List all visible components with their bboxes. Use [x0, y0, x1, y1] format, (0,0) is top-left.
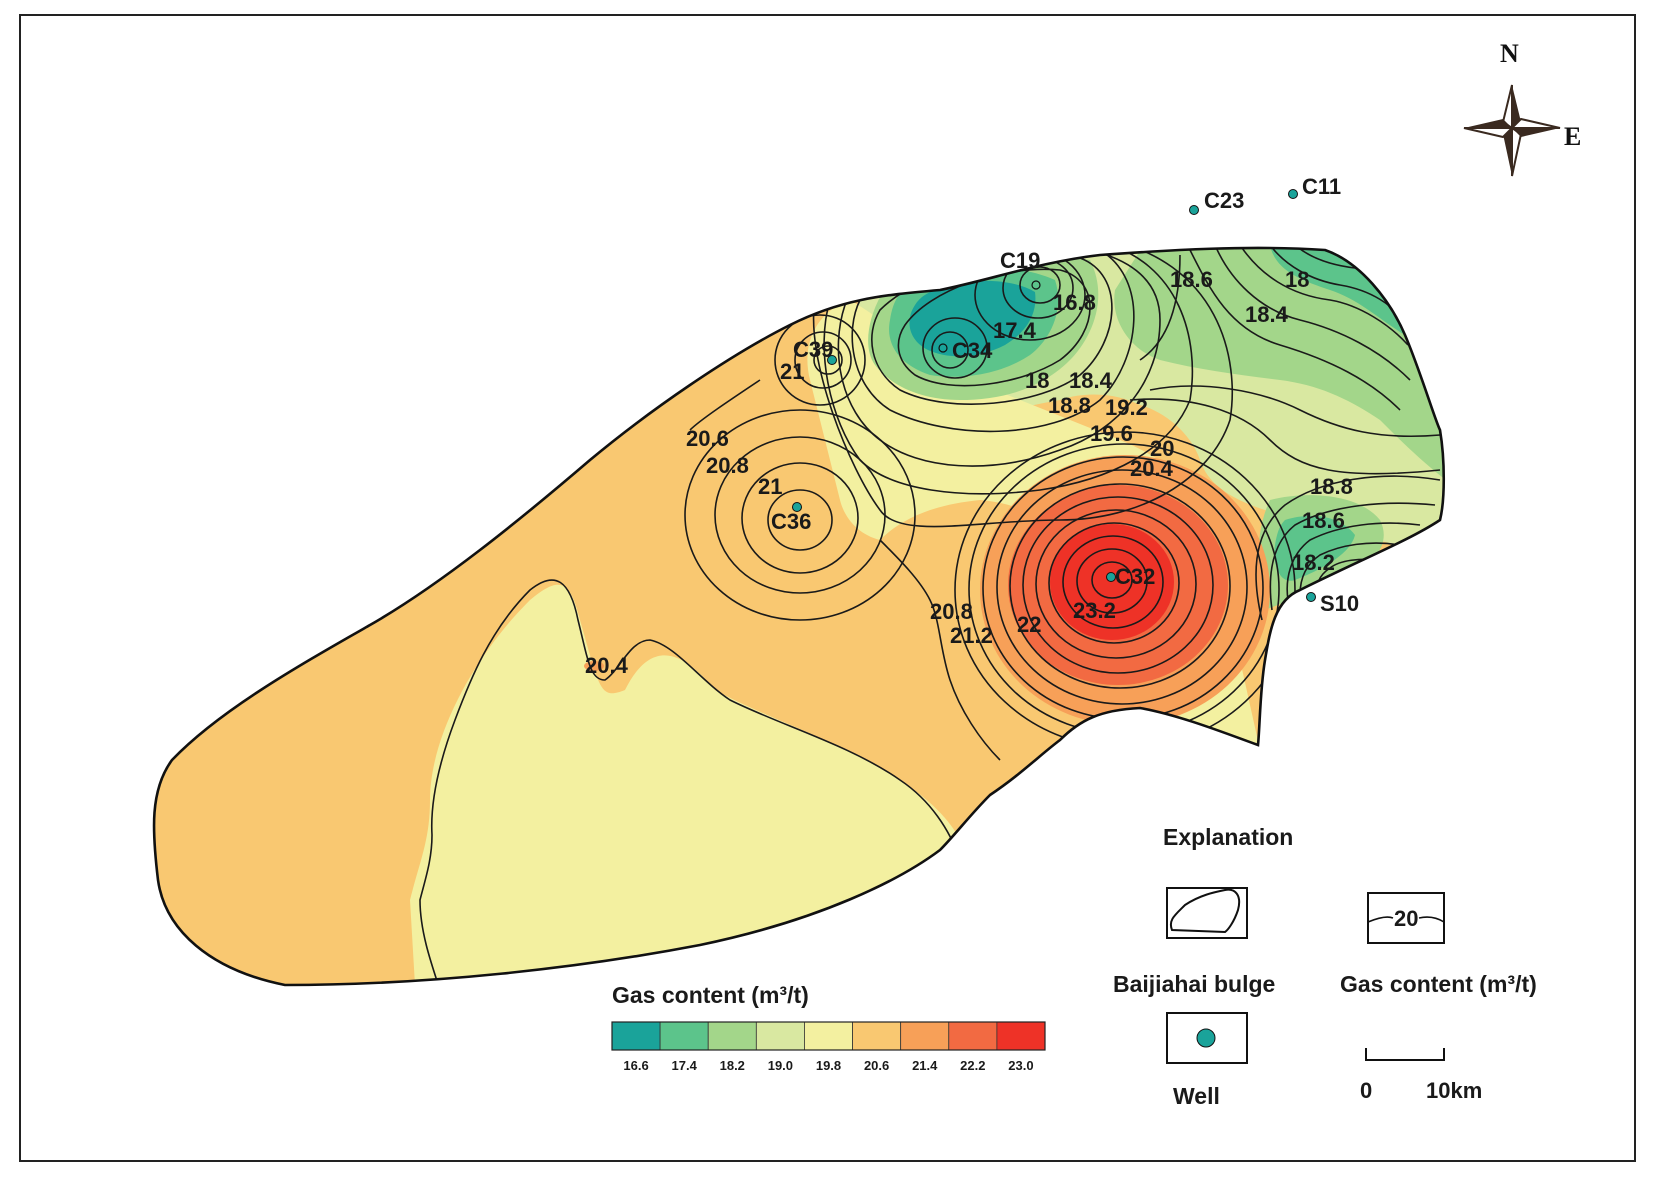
contour-label: 18.2: [1292, 550, 1335, 575]
well-label: C11: [1302, 174, 1341, 199]
colorbar-tick-label: 22.2: [960, 1058, 985, 1073]
well-c36[interactable]: C36: [771, 502, 811, 535]
well-c11[interactable]: C11: [1288, 174, 1342, 199]
legend-label-well: Well: [1173, 1083, 1220, 1109]
well-marker-icon: [1306, 592, 1316, 602]
colorbar-swatch: [707, 1021, 757, 1051]
well-marker-icon: [1106, 572, 1116, 582]
well-c34[interactable]: C34: [938, 338, 993, 363]
well-c32[interactable]: C32: [1106, 564, 1156, 589]
colorbar-swatch: [996, 1021, 1046, 1051]
contour-label: 17.4: [993, 318, 1037, 343]
well-marker-icon: [1288, 189, 1298, 199]
bulge-outline-icon: [1169, 888, 1241, 934]
compass-north-label: N: [1500, 39, 1519, 68]
scale-bar: 0 10km: [1360, 1048, 1482, 1103]
colorbar-swatch: [755, 1021, 805, 1051]
compass-east-label: E: [1564, 122, 1581, 151]
legend-title: Explanation: [1163, 824, 1293, 850]
colorbar-tick-label: 20.6: [864, 1058, 889, 1073]
colorbar-ticks: 16.6 17.4 18.2 19.0 19.8 20.6 21.4 22.2 23.0: [623, 1058, 1033, 1073]
legend-item-contour: 20 Gas content (m³/t): [1340, 892, 1537, 997]
legend-label-bulge: Baijiahai bulge: [1113, 971, 1275, 997]
colorbar-tick-label: 23.0: [1008, 1058, 1033, 1073]
wells: C11 C23 C19 C34 C39 C36 C32 S10: [771, 174, 1359, 616]
contour-label: 20: [1150, 436, 1174, 461]
colorbar-swatch: [948, 1021, 998, 1051]
legend-item-bulge: Baijiahai bulge: [1113, 887, 1275, 997]
contour-label: 19.6: [1090, 421, 1133, 446]
north-arrow-icon: N E: [1463, 39, 1581, 177]
colorbar-swatch: [900, 1021, 950, 1051]
scale-start-label: 0: [1360, 1078, 1372, 1103]
contour-label: 21.2: [950, 623, 993, 648]
colorbar-swatch: [804, 1021, 853, 1051]
contour-label: 19.2: [1105, 395, 1148, 420]
colorbar-tick-label: 16.6: [623, 1058, 648, 1073]
contour-label: 20.4: [585, 653, 629, 678]
colorbar: Gas content (m³/t) 16.6 17.4 18.2 19.0 19.8 2…: [611, 982, 1046, 1073]
contour-label: 20.4: [1130, 456, 1174, 481]
well-marker-icon: [938, 343, 948, 353]
contour-labels: 18.6 18 18.4 16.8 17.4 18 18.4 18.8 19.2…: [585, 267, 1353, 678]
well-label: C32: [1115, 564, 1155, 589]
well-c39[interactable]: C39: [793, 337, 837, 365]
colorbar-tick-label: 17.4: [672, 1058, 698, 1073]
contour-label: 16.8: [1053, 290, 1096, 315]
colorbar-tick-label: 19.8: [816, 1058, 841, 1073]
contour-label: 20.8: [930, 599, 973, 624]
well-label: C36: [771, 509, 811, 534]
bulge-outline: [152, 246, 1446, 987]
contour-label: 18.4: [1069, 368, 1113, 393]
contour-label: 21: [780, 359, 804, 384]
colorbar-title: Gas content (m³/t): [612, 982, 809, 1008]
contour-label: 18.8: [1048, 393, 1091, 418]
well-marker-icon: [1196, 1028, 1216, 1048]
well-c19[interactable]: C19: [1000, 248, 1041, 290]
legend-contour-value: 20: [1394, 906, 1418, 931]
contour-label: 18: [1285, 267, 1309, 292]
contour-label: 20.8: [706, 453, 749, 478]
contour-label: 18.6: [1170, 267, 1213, 292]
well-marker-icon: [792, 502, 802, 512]
well-label: C19: [1000, 248, 1040, 273]
legend-explanation: Explanation Baijiahai bulge 20 Gas conte…: [1113, 824, 1537, 1109]
scale-end-label: 10km: [1426, 1078, 1482, 1103]
colorbar-tick-label: 21.4: [912, 1058, 938, 1073]
contour-label: 21: [758, 474, 782, 499]
well-marker-icon: [1031, 280, 1041, 290]
contour-lines: [419, 247, 1441, 985]
colorbar-swatch: [852, 1021, 902, 1051]
legend-item-well: Well: [1166, 1012, 1248, 1109]
well-marker-icon: [1189, 205, 1199, 215]
well-label: C23: [1204, 188, 1244, 213]
contour-label: 22: [1017, 612, 1041, 637]
well-c23[interactable]: C23: [1189, 188, 1245, 215]
contour-label: 18.4: [1245, 302, 1289, 327]
colorbar-swatch: [659, 1021, 709, 1051]
colorbar-tick-label: 18.2: [720, 1058, 745, 1073]
contour-label: 20.6: [686, 426, 729, 451]
colorbar-tick-label: 19.0: [768, 1058, 793, 1073]
map-frame: [19, 14, 1636, 1162]
well-label: C34: [952, 338, 993, 363]
contour-label: 23.2: [1073, 598, 1116, 623]
contour-label: 18.8: [1310, 474, 1353, 499]
contour-line-icon: [1367, 916, 1394, 923]
well-marker-icon: [827, 355, 837, 365]
colorbar-swatches: [611, 1021, 1046, 1051]
legend-label-contour: Gas content (m³/t): [1340, 971, 1537, 997]
well-s10[interactable]: S10: [1306, 591, 1360, 616]
well-label: S10: [1320, 591, 1359, 616]
colorbar-swatch: [611, 1021, 661, 1051]
contour-label: 18.6: [1302, 508, 1345, 533]
contour-label: 18: [1025, 368, 1049, 393]
well-label: C39: [793, 337, 833, 362]
